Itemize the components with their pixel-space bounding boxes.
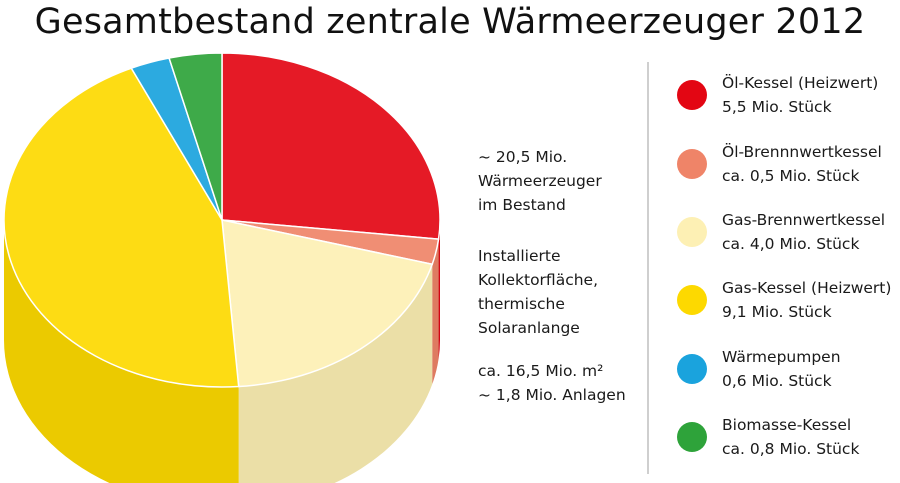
legend-item-gas-kessel: Gas-Kessel (Heizwert) 9,1 Mio. Stück — [677, 276, 899, 324]
solar-collector-annotation: Installierte Kollektorfläche, thermische… — [478, 247, 599, 337]
legend-label: Wärmepumpen — [722, 348, 841, 366]
legend-swatch-biomasse — [677, 422, 707, 452]
legend-swatch-gas-brennwert — [677, 217, 707, 247]
legend-label: Gas-Kessel (Heizwert) — [722, 279, 892, 297]
solar-values-annotation: ca. 16,5 Mio. m² ~ 1,8 Mio. Anlagen — [478, 362, 626, 404]
legend-swatch-oel-kessel — [677, 80, 707, 110]
pie-side-walls — [4, 220, 440, 483]
legend-divider — [647, 62, 649, 474]
legend-label: Biomasse-Kessel — [722, 416, 852, 434]
legend-label: Öl-Brennnwertkessel — [722, 143, 882, 161]
total-stock-annotation: ~ 20,5 Mio. Wärmeerzeuger im Bestand — [478, 148, 602, 214]
pie-slice-5 — [168, 52, 223, 221]
pie-slice-2 — [221, 219, 434, 388]
legend-value: 9,1 Mio. Stück — [722, 303, 832, 321]
pie-side-3 — [4, 220, 239, 483]
legend-value: ca. 0,5 Mio. Stück — [722, 167, 860, 185]
legend-item-oel-kessel: Öl-Kessel (Heizwert) 5,5 Mio. Stück — [677, 71, 899, 119]
legend-item-waermepumpen: Wärmepumpen 0,6 Mio. Stück — [677, 345, 899, 393]
pie-slice-3 — [3, 67, 240, 388]
legend-value: 0,6 Mio. Stück — [722, 372, 832, 390]
legend-label: Gas-Brennwertkessel — [722, 211, 886, 229]
pie-side-1 — [432, 239, 439, 385]
pie-top-slices — [3, 52, 441, 388]
pie-side-2 — [238, 264, 433, 483]
legend-value: 5,5 Mio. Stück — [722, 98, 832, 116]
pie-slice-0 — [221, 52, 441, 240]
legend-swatch-oel-brennwert — [677, 149, 707, 179]
legend-value: ca. 4,0 Mio. Stück — [722, 235, 860, 253]
legend-label: Öl-Kessel (Heizwert) — [722, 74, 879, 92]
legend-item-gas-brennwert: Gas-Brennwertkessel ca. 4,0 Mio. Stück — [677, 208, 899, 256]
legend-swatch-waermepumpen — [677, 354, 707, 384]
legend-item-biomasse: Biomasse-Kessel ca. 0,8 Mio. Stück — [677, 413, 899, 461]
legend-swatch-gas-kessel — [677, 285, 707, 315]
legend-value: ca. 0,8 Mio. Stück — [722, 440, 860, 458]
legend-item-oel-brennwert: Öl-Brennnwertkessel ca. 0,5 Mio. Stück — [677, 140, 899, 188]
pie-side-0 — [438, 220, 440, 360]
chart-title: Gesamtbestand zentrale Wärmeerzeuger 201… — [34, 2, 866, 42]
